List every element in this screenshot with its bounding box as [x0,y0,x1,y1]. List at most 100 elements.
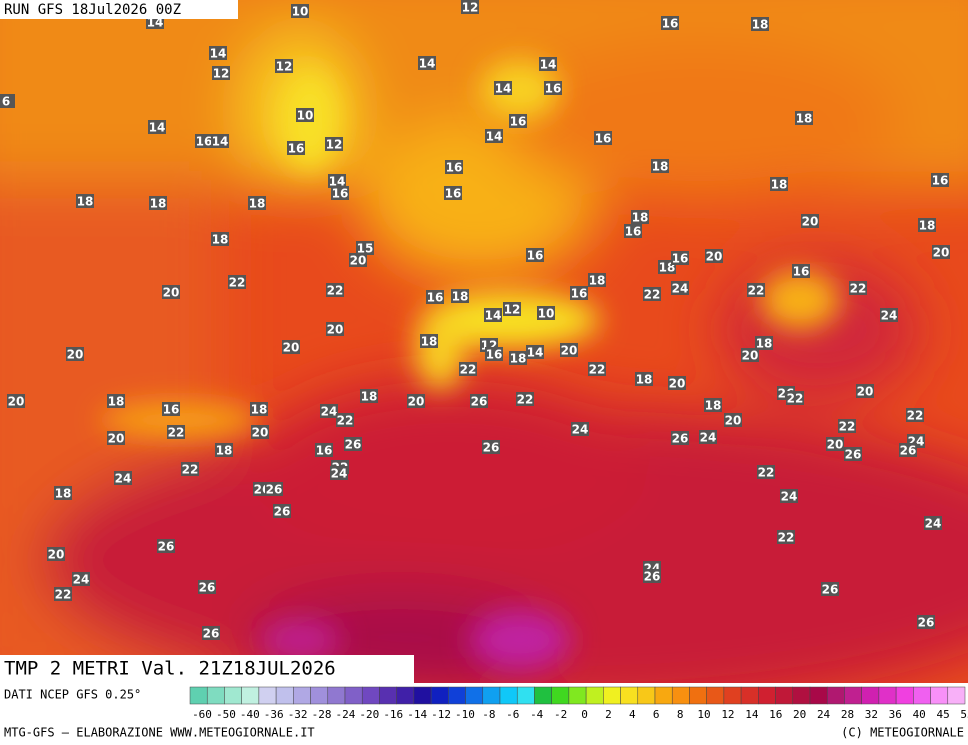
temp-label-text: 18 [421,335,438,349]
temp-label-box [291,4,309,18]
temp-label-text: 14 [486,130,503,144]
temp-label-text: 16 [316,444,333,458]
temp-label-box [360,389,378,403]
temp-label: 20 [668,376,686,391]
legend-tick-label: -10 [455,708,475,721]
temp-label: 20 [251,425,269,440]
temp-label-text: 18 [636,373,653,387]
temp-label-box [248,196,266,210]
temp-label-text: 18 [361,390,378,404]
temp-label-text: 14 [212,135,229,149]
temp-label: 14 [539,57,557,72]
temp-label: 20 [801,214,819,229]
temp-label-box [344,437,362,451]
temp-label-text: 14 [329,175,346,189]
legend-tick-label: 14 [745,708,759,721]
legend-tick-label: -50 [216,708,236,721]
legend-tick-label: 36 [889,708,902,721]
temp-label-box [838,419,856,433]
temp-label-box [526,345,544,359]
temp-label-box [631,210,649,224]
temp-label: 22 [786,391,804,406]
temp-label-box [924,516,942,530]
temp-label: 26 [821,582,839,597]
temp-label-box [328,174,346,188]
temp-label-box [444,186,462,200]
legend-tick-label: 12 [721,708,734,721]
temp-label-box [482,440,500,454]
temp-label-box [320,404,338,418]
legend-tick-label: -6 [506,708,519,721]
temp-label-box [7,394,25,408]
temp-label-box [906,408,924,422]
temp-label-text: 20 [8,395,25,409]
temp-label: 18 [755,336,773,351]
temp-label-box [72,572,90,586]
temp-label: 18 [107,394,125,409]
temp-label: 26 [899,443,917,458]
temp-label-text: 24 [781,490,798,504]
legend-swatch [809,686,828,705]
temp-label-text: 16 [446,161,463,175]
temp-label-box [149,196,167,210]
temp-label-text: 24 [881,309,898,323]
temp-label-text: 16 [545,82,562,96]
temp-label-text: 20 [252,426,269,440]
temp-label-box [326,283,344,297]
temp-label: 18 [76,194,94,209]
temp-label-box [250,402,268,416]
temp-label-text: 16 [672,252,689,266]
temp-label-text: 14 [485,309,502,323]
temp-label-box [509,114,527,128]
temp-label-box [918,218,936,232]
temp-label-text: 18 [251,403,268,417]
temp-label: 26 [482,440,500,455]
temp-label: 24 [671,281,689,296]
temp-label: 16 [624,224,642,239]
temp-label: 14 [484,308,502,323]
legend-tick-label: -32 [288,708,308,721]
temp-label-box [699,430,717,444]
temp-label-box [66,347,84,361]
temp-label: 18 [631,210,649,225]
temp-label-text: 16 [486,348,503,362]
legend-tick-label: -20 [359,708,379,721]
temp-label: 24 [880,308,898,323]
temp-label-box [418,56,436,70]
temp-label-text: 22 [168,426,185,440]
temp-label: 20 [162,285,180,300]
temp-label-text: 20 [742,349,759,363]
temp-label: 20 [826,437,844,452]
temp-label: 15 [356,241,374,256]
temp-label: 12 [325,137,343,152]
temp-label-box [635,372,653,386]
temp-label-box [849,281,867,295]
temp-label-box [856,384,874,398]
temp-label-box [407,394,425,408]
legend-swatch [189,686,208,705]
temp-label: 22 [228,275,246,290]
temp-label-text: 22 [55,588,72,602]
temp-label-box [211,134,229,148]
temp-label-text: 18 [216,444,233,458]
temp-label-box [54,587,72,601]
temp-label: 22 [849,281,867,296]
temp-label: 12 [275,59,293,74]
temp-label-text: 12 [462,1,479,15]
temp-label-box [202,626,220,640]
temp-label-box [107,431,125,445]
temp-label-box [777,530,795,544]
temp-label: 22 [54,587,72,602]
legend-swatch [293,686,311,705]
legend-tick-label: 24 [817,708,831,721]
temp-label: 22 [516,392,534,407]
temp-label: 20 [282,340,300,355]
temp-label-text: 26 [199,581,216,595]
legend-swatch [740,686,759,705]
legend-swatch [585,686,604,705]
temp-label-text: 20 [327,323,344,337]
temp-label-box [509,351,527,365]
legend-swatch [826,686,845,705]
temp-label-text: 20 [706,250,723,264]
temp-label-text: 18 [752,18,769,32]
